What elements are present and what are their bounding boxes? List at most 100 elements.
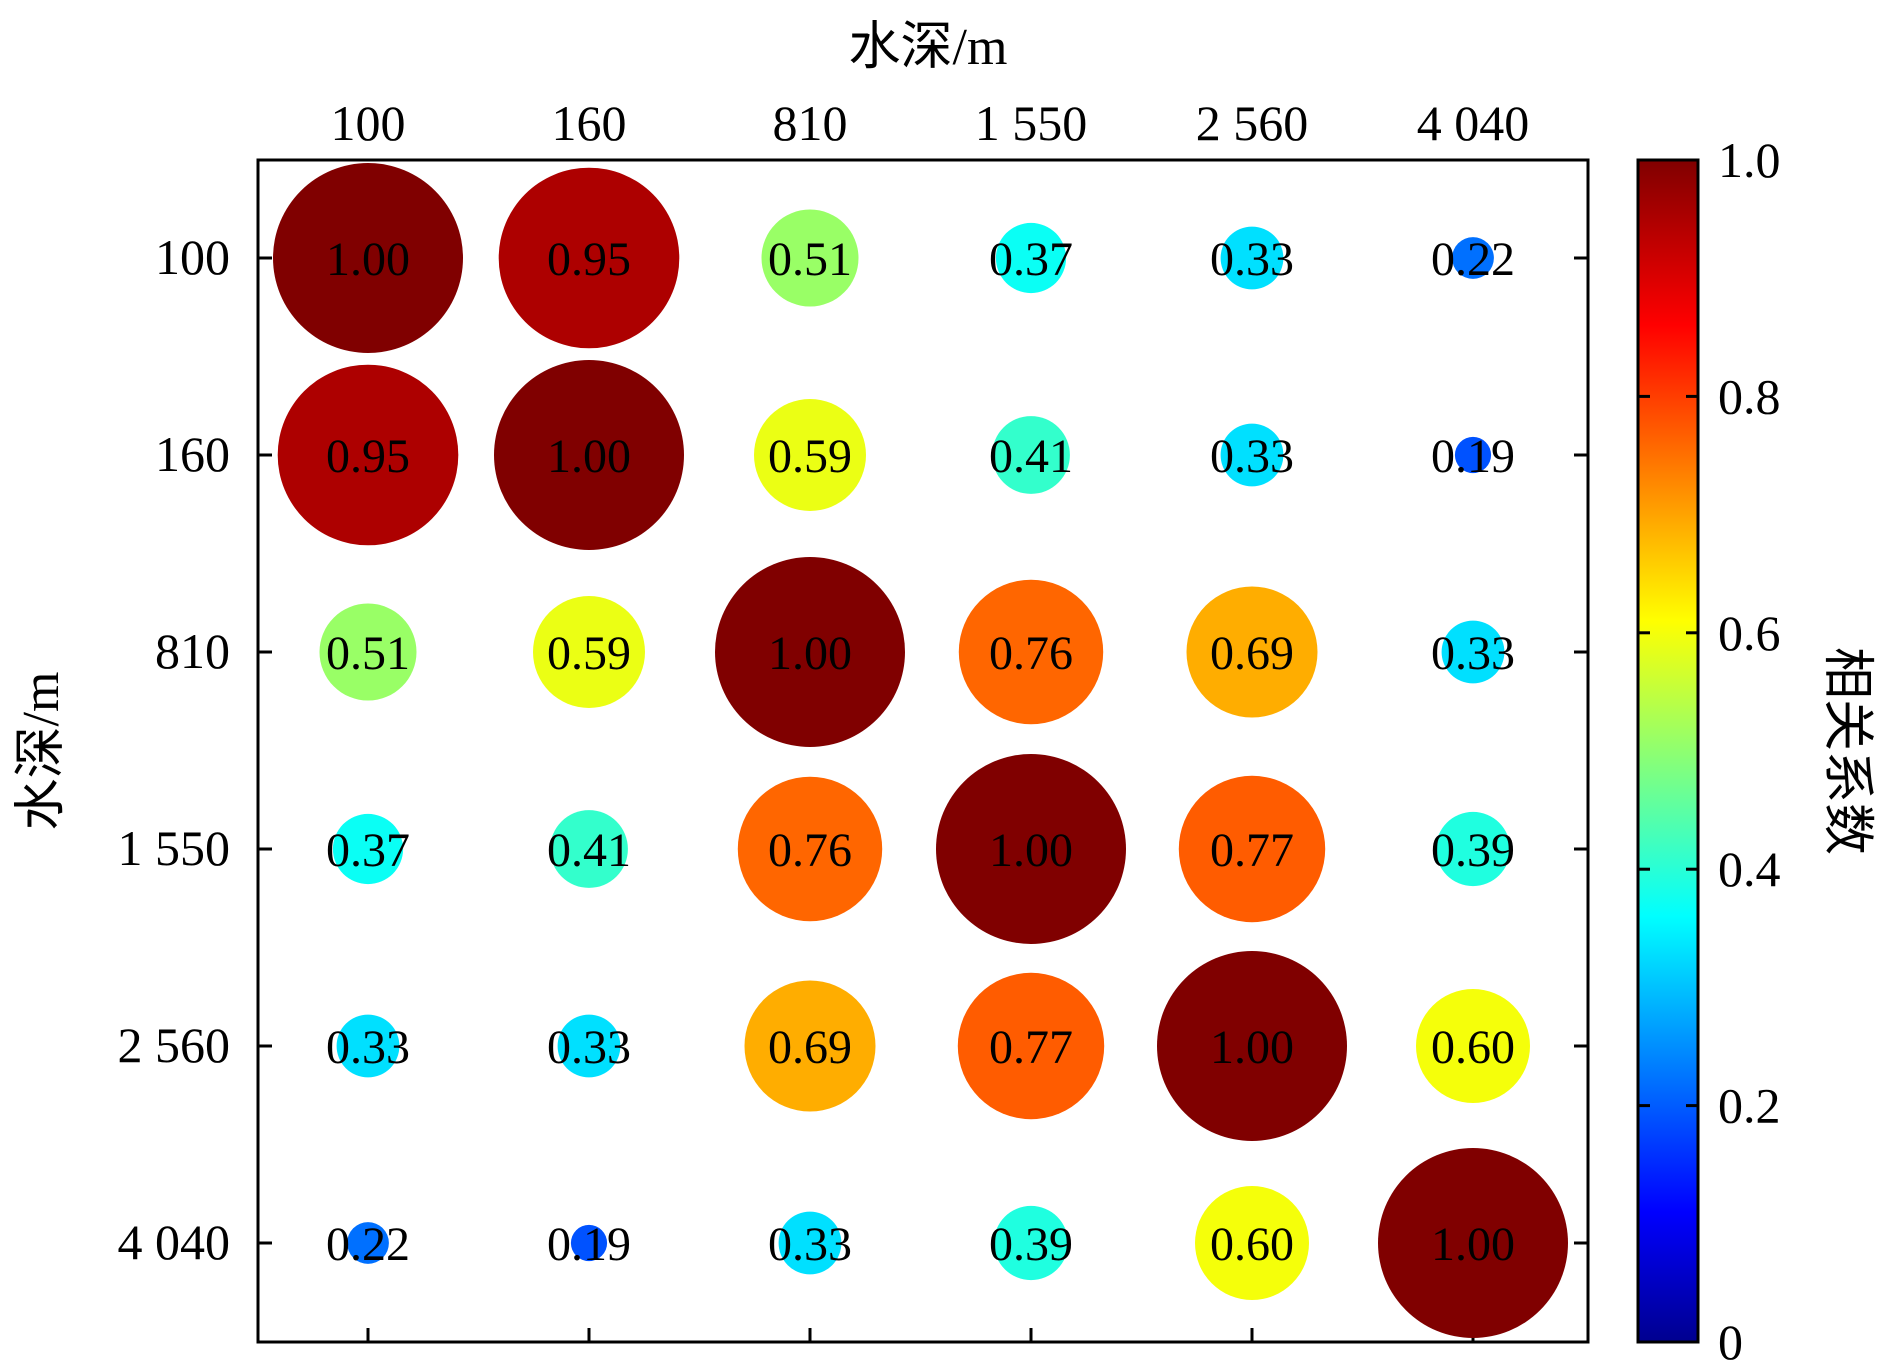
x-axis-title: 水深/m (849, 19, 1008, 76)
bubble-value-label: 0.41 (989, 430, 1073, 483)
colorbar-tick-label: 0.8 (1718, 368, 1781, 424)
bubble-value-label: 0.51 (326, 627, 410, 680)
bubble (1186, 586, 1318, 718)
bubble-value-label: 0.33 (326, 1021, 410, 1074)
colorbar-tick-label: 1.0 (1718, 132, 1781, 188)
bubble-value-label: 0.39 (1431, 824, 1515, 877)
colorbar-tick-label: 0.4 (1718, 841, 1781, 897)
bubble (336, 1014, 400, 1078)
bubble (1435, 811, 1511, 887)
x-tick-label: 4 040 (1417, 95, 1530, 151)
bubble-value-label: 0.51 (768, 233, 852, 286)
y-axis-ticks: 100 160 810 1 550 2 560 4 040 (118, 229, 1588, 1270)
bubble (1157, 951, 1347, 1141)
bubble-value-label: 0.33 (1431, 627, 1515, 680)
bubble (550, 810, 628, 888)
bubble-layer: 1.00 0.95 0.51 0.37 0.33 0.22 0.95 1.00 0.59 0.41… (273, 163, 1568, 1338)
bubble-value-label: 1.00 (768, 627, 852, 680)
bubble (1195, 1186, 1309, 1300)
colorbar (1636, 158, 1700, 1344)
y-tick-label: 100 (155, 229, 230, 285)
y-tick-label: 1 550 (118, 820, 231, 876)
bubble (557, 1014, 621, 1078)
bubble (761, 209, 859, 307)
bubble (494, 360, 684, 550)
bubble (1452, 237, 1494, 279)
x-tick-label: 1 550 (975, 95, 1088, 151)
bubble-value-label: 0.22 (326, 1218, 410, 1271)
bubble (958, 579, 1104, 725)
bubble (319, 603, 417, 701)
bubble (995, 222, 1067, 294)
bubble-value-label: 0.69 (1210, 627, 1294, 680)
bubble-value-label: 0.33 (1210, 233, 1294, 286)
bubble-value-label: 0.19 (547, 1218, 631, 1271)
bubble-value-label: 1.00 (989, 824, 1073, 877)
x-axis-ticks: 100 160 810 1 550 2 560 4 040 (331, 95, 1530, 1342)
x-tick-label: 160 (552, 95, 627, 151)
colorbar-tick-label: 0.2 (1718, 1078, 1781, 1134)
x-tick-label: 810 (773, 95, 848, 151)
bubble (1378, 1148, 1568, 1338)
bubble-value-label: 0.77 (989, 1021, 1073, 1074)
bubble-value-label: 0.39 (989, 1218, 1073, 1271)
y-axis-title: 水深/m (13, 672, 70, 831)
y-tick-label: 4 040 (118, 1214, 231, 1270)
bubble-value-label: 0.77 (1210, 824, 1294, 877)
bubble (498, 167, 680, 349)
colorbar-title: 相关系数 (1818, 647, 1875, 855)
bubble (332, 813, 404, 885)
bubble-value-label: 1.00 (1210, 1021, 1294, 1074)
x-tick-label: 100 (331, 95, 406, 151)
bubble-value-label: 0.59 (547, 627, 631, 680)
bubble (1454, 436, 1492, 474)
bubble (1416, 989, 1530, 1103)
bubble (778, 1211, 842, 1275)
bubble (957, 972, 1105, 1120)
bubble-value-label: 0.59 (768, 430, 852, 483)
bubble (992, 416, 1070, 494)
colorbar-tick-label: 0 (1718, 1314, 1743, 1363)
y-tick-label: 810 (155, 623, 230, 679)
x-tick-label: 2 560 (1196, 95, 1309, 151)
bubble-value-label: 0.69 (768, 1021, 852, 1074)
bubble (754, 399, 866, 511)
bubble-value-label: 0.95 (326, 430, 410, 483)
bubble (273, 163, 463, 353)
y-tick-label: 160 (155, 426, 230, 482)
bubble-value-label: 0.60 (1210, 1218, 1294, 1271)
bubble-value-label: 1.00 (1431, 1218, 1515, 1271)
colorbar-tick-label: 0.6 (1718, 605, 1781, 661)
bubble-value-label: 0.60 (1431, 1021, 1515, 1074)
bubble (1220, 226, 1284, 290)
bubble (533, 596, 645, 708)
bubble (744, 980, 876, 1112)
bubble-value-label: 0.33 (1210, 430, 1294, 483)
bubble (347, 1222, 389, 1264)
bubble-value-label: 0.33 (547, 1021, 631, 1074)
bubble (715, 557, 905, 747)
bubble (1441, 620, 1505, 684)
bubble (936, 754, 1126, 944)
y-tick-label: 2 560 (118, 1017, 231, 1073)
bubble (570, 1224, 608, 1262)
bubble (737, 776, 883, 922)
bubble-value-label: 0.33 (768, 1218, 852, 1271)
bubble (1178, 775, 1326, 923)
bubble (1220, 423, 1284, 487)
bubble-value-label: 0.22 (1431, 233, 1515, 286)
bubble-value-label: 0.41 (547, 824, 631, 877)
bubble-value-label: 0.76 (989, 627, 1073, 680)
bubble (277, 364, 459, 546)
plot-frame (256, 158, 1590, 1344)
bubble-value-label: 1.00 (547, 430, 631, 483)
bubble-value-label: 0.37 (326, 824, 410, 877)
colorbar-ticks: 0 0.2 0.4 0.6 0.8 1.0 (1638, 132, 1781, 1363)
bubble-value-label: 0.19 (1431, 430, 1515, 483)
bubble-value-label: 0.37 (989, 233, 1073, 286)
bubble-value-label: 0.76 (768, 824, 852, 877)
bubble (993, 1205, 1069, 1281)
bubble-value-label: 0.95 (547, 233, 631, 286)
bubble-value-label: 1.00 (326, 233, 410, 286)
